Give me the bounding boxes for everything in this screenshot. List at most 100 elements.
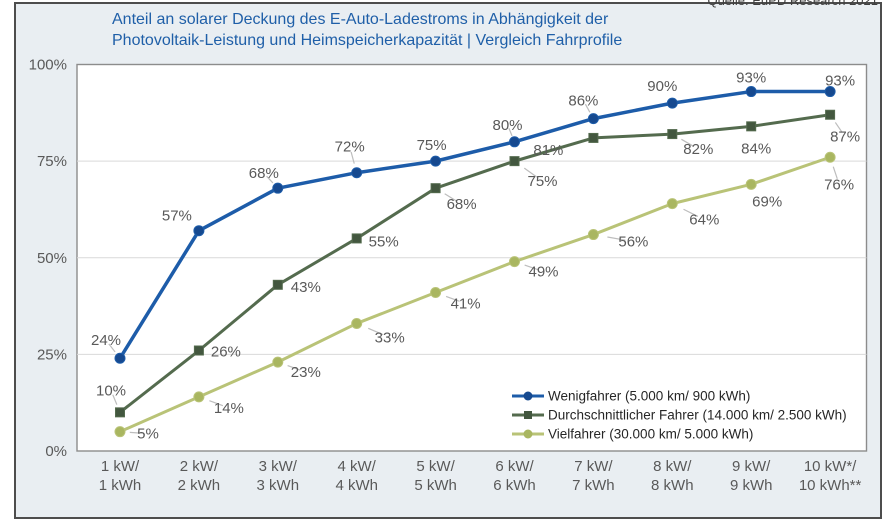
- data-label: 82%: [683, 141, 713, 158]
- data-point-marker: [588, 132, 599, 143]
- leader-line: [524, 264, 538, 271]
- data-point-marker: [272, 279, 283, 290]
- x-axis-category-label: 2 kW/2 kWh: [178, 458, 221, 494]
- data-point-marker: [272, 182, 284, 194]
- data-point-marker: [824, 86, 836, 98]
- leader-line: [266, 175, 274, 184]
- data-point-marker: [825, 109, 836, 120]
- data-label: 33%: [375, 329, 405, 346]
- leader-line: [607, 236, 626, 241]
- data-label: 86%: [568, 93, 598, 110]
- x-axis-category-label: 9 kW/9 kWh: [730, 458, 773, 494]
- leader-line: [584, 103, 591, 113]
- data-label: 49%: [528, 264, 558, 281]
- data-point-marker: [430, 287, 442, 299]
- data-label: 41%: [451, 296, 481, 313]
- leader-line: [108, 343, 116, 353]
- data-label: 14%: [214, 400, 244, 417]
- data-point-marker: [351, 317, 363, 329]
- leader-line: [683, 208, 699, 217]
- data-label: 56%: [618, 234, 648, 251]
- data-label: 72%: [335, 139, 365, 156]
- data-label: 75%: [527, 173, 557, 190]
- x-axis-category-label: 6 kW/6 kWh: [493, 458, 536, 494]
- data-point-marker: [666, 97, 678, 109]
- legend-marker: [524, 411, 532, 419]
- leader-line: [508, 127, 513, 137]
- leader-line: [834, 122, 843, 133]
- y-axis-tick-label: 0%: [45, 443, 67, 460]
- chart-title-line1: Anteil an solarer Deckung des E-Auto-Lad…: [112, 11, 609, 28]
- data-point-marker: [114, 352, 126, 364]
- data-label: 43%: [291, 279, 321, 296]
- data-label: 75%: [417, 137, 447, 154]
- x-axis-category-label: 3 kW/3 kWh: [257, 458, 300, 494]
- data-point-marker: [587, 113, 599, 125]
- data-point-marker: [272, 356, 284, 368]
- leader-line: [129, 431, 143, 434]
- data-label: 93%: [736, 70, 766, 87]
- leader-line: [368, 327, 384, 336]
- data-label: 80%: [492, 117, 522, 134]
- data-point-marker: [115, 407, 125, 418]
- leader-line: [350, 151, 355, 164]
- x-axis-category-label: 10 kW*/10 kWh**: [799, 458, 862, 494]
- legend-marker: [523, 391, 533, 401]
- x-axis-category-label: 4 kW/4 kWh: [335, 458, 378, 494]
- leader-line: [209, 400, 224, 407]
- data-point-marker: [667, 129, 678, 140]
- source-text: Quelle: EuPD Research 2021: [707, 0, 878, 8]
- data-label: 84%: [741, 140, 771, 157]
- data-point-marker: [509, 156, 520, 167]
- data-label: 68%: [447, 196, 477, 213]
- data-point-marker: [666, 198, 678, 210]
- data-label: 93%: [825, 73, 855, 90]
- data-point-marker: [824, 151, 836, 163]
- leader-line: [681, 138, 694, 147]
- data-point-marker: [509, 136, 520, 148]
- data-label: 87%: [830, 129, 860, 146]
- y-axis-tick-label: 50%: [37, 250, 67, 267]
- y-axis-tick-label: 75%: [37, 153, 67, 170]
- data-point-marker: [746, 121, 757, 132]
- legend-label: Durchschnittlicher Fahrer (14.000 km/ 2.…: [548, 408, 847, 423]
- data-point-marker: [745, 178, 757, 190]
- data-label: 57%: [162, 208, 192, 225]
- x-axis-category-label: 1 kW/1 kWh: [99, 458, 142, 494]
- data-label: 24%: [91, 332, 121, 349]
- data-label: 69%: [752, 193, 782, 210]
- data-point-marker: [430, 155, 442, 167]
- y-axis-tick-label: 25%: [37, 346, 67, 363]
- leader-line: [832, 166, 838, 180]
- y-axis-tick-label: 100%: [29, 57, 67, 74]
- data-label: 81%: [533, 142, 563, 159]
- legend-marker: [523, 429, 533, 439]
- data-point-marker: [587, 229, 599, 241]
- chart-title: Anteil an solarer Deckung des E-Auto-Lad…: [112, 9, 792, 51]
- x-axis-category-label: 7 kW/7 kWh: [572, 458, 615, 494]
- data-label: 64%: [689, 212, 719, 229]
- legend-label: Vielfahrer (30.000 km/ 5.000 kWh): [548, 427, 753, 442]
- data-label: 90%: [647, 78, 677, 95]
- data-label: 26%: [211, 344, 241, 361]
- chart-title-line2: Photovoltaik-Leistung und Heimspeicherka…: [112, 32, 623, 49]
- data-label: 55%: [369, 233, 399, 250]
- data-point-marker: [430, 183, 441, 194]
- data-point-marker: [351, 233, 362, 244]
- leader-line: [112, 394, 118, 405]
- data-point-marker: [351, 167, 363, 179]
- leader-line: [444, 193, 457, 202]
- series-line: [118, 155, 832, 434]
- x-axis-category-label: 8 kW/8 kWh: [651, 458, 694, 494]
- data-label: 5%: [137, 426, 159, 443]
- leader-line: [287, 365, 301, 371]
- data-point-marker: [193, 391, 205, 403]
- leader-line: [445, 295, 460, 302]
- data-point-marker: [509, 256, 520, 268]
- series-line: [118, 89, 832, 360]
- data-label: 23%: [291, 364, 321, 381]
- series-line: [118, 113, 832, 414]
- data-point-marker: [114, 426, 126, 438]
